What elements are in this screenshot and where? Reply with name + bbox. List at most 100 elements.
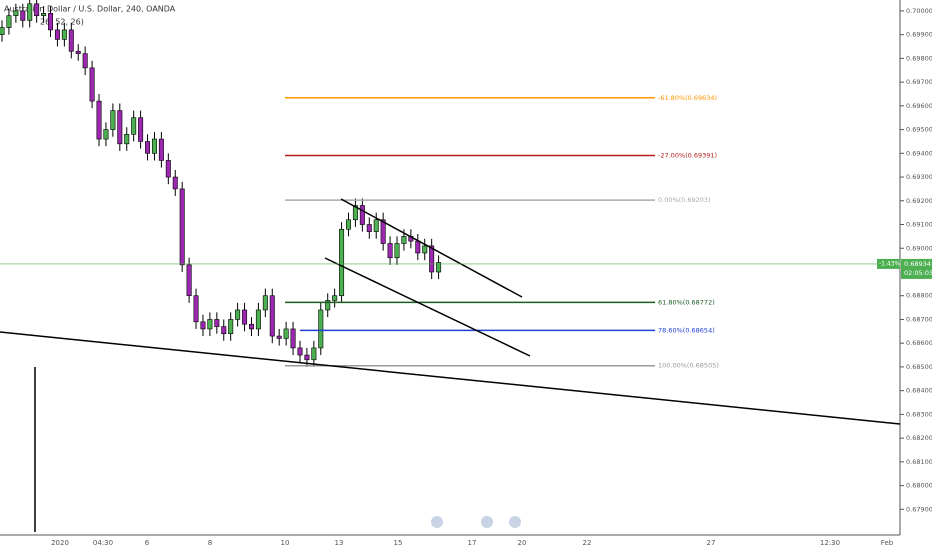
candle-body bbox=[366, 224, 372, 232]
fib-label: -61.80%(0.69634) bbox=[658, 94, 717, 102]
x-tick-label: 8 bbox=[208, 539, 212, 547]
event-icon[interactable] bbox=[431, 516, 443, 528]
fib-label: -27.00%(0.69391) bbox=[658, 151, 717, 159]
y-tick-label: 0.70000 bbox=[906, 7, 932, 15]
fib-label: 61.80%(0.68772) bbox=[658, 298, 715, 306]
candle-body bbox=[151, 138, 157, 154]
y-tick-label: 0.68500 bbox=[906, 363, 932, 371]
candle-body bbox=[311, 347, 317, 361]
y-tick-label: 0.69900 bbox=[906, 31, 932, 39]
y-tick-label: 0.69500 bbox=[906, 126, 932, 134]
candle-body bbox=[82, 53, 88, 69]
fib-label: 0.00%(0.69203) bbox=[658, 196, 711, 204]
candle-body bbox=[200, 321, 206, 330]
candle-body bbox=[290, 328, 296, 349]
last-price-label: 0.68934 bbox=[904, 260, 931, 268]
y-tick-label: 0.69200 bbox=[906, 197, 932, 205]
candle-body bbox=[34, 3, 40, 16]
candle-body bbox=[373, 219, 379, 232]
candle-body bbox=[276, 335, 282, 339]
y-tick-label: 0.69400 bbox=[906, 149, 932, 157]
candle-body bbox=[339, 228, 345, 297]
fib-label: 100.00%(0.68505) bbox=[658, 362, 719, 370]
candle-body bbox=[304, 354, 310, 361]
price-change: -1.43% bbox=[879, 260, 901, 267]
candle-body bbox=[248, 323, 254, 330]
candle-body bbox=[422, 245, 428, 254]
candle-body bbox=[262, 295, 268, 311]
candle-body bbox=[242, 309, 248, 325]
y-tick-label: 0.69600 bbox=[906, 102, 932, 110]
candle-body bbox=[27, 3, 33, 21]
x-tick-label: 12:30 bbox=[820, 539, 840, 547]
candle-body bbox=[186, 264, 192, 297]
candle-body bbox=[89, 67, 95, 102]
candle-body bbox=[41, 12, 47, 16]
candle-body bbox=[103, 129, 109, 140]
y-tick-label: 0.68200 bbox=[906, 434, 932, 442]
candle-body bbox=[283, 328, 289, 339]
event-icon[interactable] bbox=[509, 516, 521, 528]
x-tick-label: 10 bbox=[281, 539, 290, 547]
candle-body bbox=[68, 29, 74, 52]
y-tick-label: 0.68100 bbox=[906, 458, 932, 466]
candle-body bbox=[345, 219, 351, 230]
candle-body bbox=[332, 295, 338, 301]
x-tick-label: 13 bbox=[335, 539, 344, 547]
candle-body bbox=[269, 295, 275, 337]
x-tick-label: 15 bbox=[394, 539, 403, 547]
candle-body bbox=[54, 29, 60, 40]
candle-body bbox=[124, 134, 130, 145]
x-tick-label: 2020 bbox=[51, 539, 69, 547]
candle-body bbox=[96, 100, 102, 140]
candle-body bbox=[179, 188, 185, 266]
y-tick-label: 0.67900 bbox=[906, 505, 932, 513]
candle-body bbox=[436, 262, 442, 273]
trend-line bbox=[0, 331, 901, 425]
candle-body bbox=[429, 245, 435, 273]
chart-title: Australian Dollar / U.S. Dollar, 240, OA… bbox=[4, 5, 176, 14]
candle-body bbox=[172, 176, 178, 190]
candle-body bbox=[359, 205, 365, 225]
candle-body bbox=[228, 319, 234, 334]
candle-body bbox=[138, 117, 144, 142]
candle-body bbox=[325, 300, 331, 311]
candle-body bbox=[207, 319, 213, 330]
y-tick-label: 0.68300 bbox=[906, 410, 932, 418]
y-tick-label: 0.68400 bbox=[906, 387, 932, 395]
candle-body bbox=[131, 117, 137, 135]
x-tick-label: 6 bbox=[145, 539, 150, 547]
candle-body bbox=[387, 243, 393, 259]
y-tick-label: 0.69700 bbox=[906, 78, 932, 86]
candle-body bbox=[117, 110, 123, 145]
candle-body bbox=[394, 243, 400, 259]
price-badge bbox=[901, 258, 932, 279]
y-tick-label: 0.68600 bbox=[906, 339, 932, 347]
candle-body bbox=[158, 138, 164, 161]
y-tick-label: 0.69000 bbox=[906, 244, 932, 252]
candle-body bbox=[0, 27, 5, 35]
x-tick-label: Feb bbox=[881, 539, 894, 547]
candle-body bbox=[221, 326, 227, 334]
fib-label: 78.60%(0.68654) bbox=[658, 326, 715, 334]
countdown: 02:05:03 bbox=[904, 269, 932, 277]
y-tick-label: 0.68700 bbox=[906, 315, 932, 323]
event-icon[interactable] bbox=[481, 516, 493, 528]
x-tick-label: 17 bbox=[468, 539, 477, 547]
candle-body bbox=[255, 309, 261, 330]
candle-body bbox=[415, 240, 421, 254]
candle-body bbox=[318, 309, 324, 349]
candle-body bbox=[13, 10, 19, 16]
candle-body bbox=[61, 29, 67, 40]
candle-body bbox=[145, 141, 151, 154]
x-tick-label: 22 bbox=[583, 539, 592, 547]
x-tick-label: 27 bbox=[707, 539, 716, 547]
candle-body bbox=[352, 205, 358, 221]
x-tick-label: 04:30 bbox=[93, 539, 113, 547]
y-tick-label: 0.68800 bbox=[906, 292, 932, 300]
chart-subtitle: 26, 52, 26) bbox=[40, 18, 84, 27]
candle-body bbox=[6, 15, 12, 28]
y-tick-label: 0.69300 bbox=[906, 173, 932, 181]
